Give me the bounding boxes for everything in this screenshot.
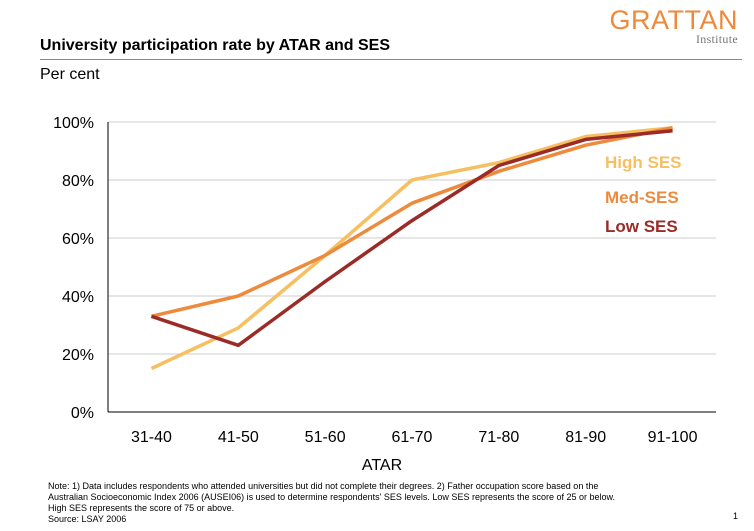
slide-title: University participation rate by ATAR an…: [40, 37, 390, 54]
y-tick-label: 0%: [71, 405, 94, 422]
x-tick-label: 41-50: [218, 429, 259, 446]
y-tick-label: 20%: [62, 347, 94, 364]
y-unit-label: Per cent: [40, 66, 100, 83]
y-tick-label: 80%: [62, 173, 94, 190]
x-axis-label: ATAR: [362, 457, 402, 474]
logo-subtitle: Institute: [695, 32, 738, 46]
footnote: Note: 1) Data includes respondents who a…: [48, 481, 728, 525]
legend-label: High SES: [605, 153, 682, 172]
x-tick-label: 51-60: [305, 429, 346, 446]
legend-label: Low SES: [605, 217, 678, 236]
y-tick-label: 100%: [53, 115, 94, 132]
series-line-low-ses: [150, 128, 673, 348]
logo-name: GRATTAN: [609, 5, 738, 35]
note-line: Note: 1) Data includes respondents who a…: [48, 481, 599, 491]
note-line: Australian Socioeconomic Index 2006 (AUS…: [48, 492, 616, 502]
legend-label: Med-SES: [605, 188, 679, 207]
legend: High SES Med-SES Low SES: [605, 153, 682, 236]
series-line-med-ses: [151, 126, 673, 319]
y-tick-label: 40%: [62, 289, 94, 306]
note-line: Source: LSAY 2006: [48, 514, 127, 524]
grattan-logo: GRATTAN Institute: [610, 6, 739, 47]
title-divider: [40, 59, 742, 60]
x-tick-label: 71-80: [478, 429, 519, 446]
y-tick-labels: 0% 20% 40% 60% 80% 100%: [53, 115, 94, 422]
series-line-high-ses: [150, 126, 673, 371]
series-lines: [150, 126, 673, 371]
y-tick-label: 60%: [62, 231, 94, 248]
x-tick-labels: 31-40 41-50 51-60 61-70 71-80 81-90 91-100: [131, 429, 698, 446]
x-tick-label: 61-70: [392, 429, 433, 446]
x-tick-label: 81-90: [565, 429, 606, 446]
note-line: High SES represents the score of 75 or a…: [48, 503, 235, 513]
x-tick-label: 91-100: [648, 429, 698, 446]
x-tick-label: 31-40: [131, 429, 172, 446]
page-number: 1: [732, 511, 738, 521]
